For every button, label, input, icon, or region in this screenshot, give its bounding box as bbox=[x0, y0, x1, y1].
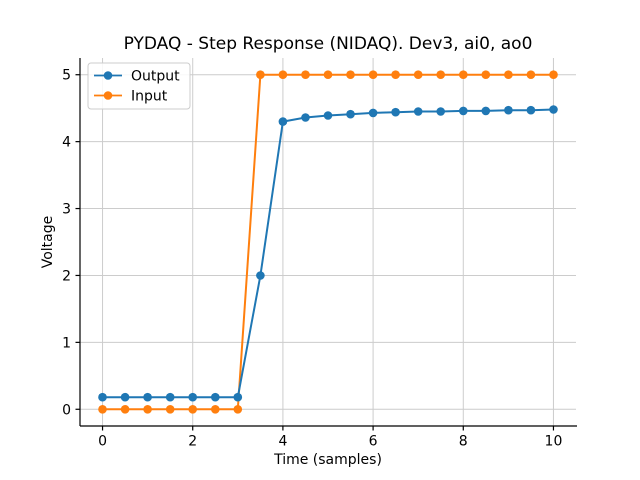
legend-entry-output: Output bbox=[94, 69, 180, 85]
data-point-output bbox=[481, 106, 491, 116]
data-point-input bbox=[459, 70, 468, 79]
data-point-input bbox=[413, 70, 423, 79]
data-point-input bbox=[436, 70, 446, 79]
data-point-output bbox=[120, 392, 130, 402]
legend-box bbox=[87, 62, 191, 110]
x-axis-label: Time (samples) bbox=[273, 452, 382, 468]
y-tick-label: 3 bbox=[62, 202, 71, 218]
y-tick-label: 1 bbox=[62, 335, 71, 351]
data-point-input bbox=[165, 405, 175, 414]
y-tick-label: 2 bbox=[62, 268, 71, 284]
data-point-output bbox=[188, 392, 197, 402]
data-point-input bbox=[256, 70, 265, 79]
data-point-output bbox=[143, 392, 152, 402]
data-point-input bbox=[481, 70, 491, 79]
data-point-output bbox=[346, 109, 355, 119]
data-point-output bbox=[436, 107, 446, 116]
data-point-input bbox=[368, 70, 378, 79]
data-point-output bbox=[301, 113, 310, 122]
data-point-input bbox=[346, 70, 355, 79]
data-point-input bbox=[278, 70, 288, 79]
data-point-input bbox=[120, 405, 130, 414]
x-tick-label: 10 bbox=[545, 434, 563, 450]
data-point-output bbox=[165, 392, 175, 402]
data-point-input bbox=[504, 70, 513, 79]
x-tick-label: 2 bbox=[188, 434, 197, 450]
data-point-output bbox=[211, 392, 220, 402]
data-point-input bbox=[98, 405, 107, 414]
x-tick-label: 4 bbox=[278, 434, 287, 450]
series-line-output bbox=[102, 108, 554, 399]
legend-input-marker-icon bbox=[103, 91, 113, 100]
data-point-input bbox=[233, 405, 243, 414]
data-point-output bbox=[368, 108, 378, 118]
data-point-input bbox=[143, 405, 152, 414]
data-point-output bbox=[504, 105, 513, 115]
data-point-input bbox=[549, 70, 558, 79]
series-input bbox=[98, 70, 558, 414]
data-point-input bbox=[301, 70, 310, 79]
x-tick-label: 6 bbox=[369, 434, 378, 450]
data-point-output bbox=[98, 392, 107, 402]
data-point-output bbox=[413, 107, 423, 116]
data-point-input bbox=[526, 70, 536, 79]
data-point-input bbox=[391, 70, 400, 79]
y-tick-label: 5 bbox=[62, 68, 71, 84]
chart-title: PYDAQ - Step Response (NIDAQ). Dev3, ai0… bbox=[124, 34, 533, 54]
legend-label-output: Output bbox=[131, 69, 180, 85]
data-point-output bbox=[526, 105, 536, 115]
y-tick-label: 4 bbox=[62, 135, 71, 151]
data-point-input bbox=[323, 70, 333, 79]
x-tick-label: 0 bbox=[98, 434, 107, 450]
data-point-output bbox=[323, 111, 333, 120]
y-axis-ticks: 0 1 2 3 4 5 bbox=[62, 68, 80, 418]
y-axis-label: Voltage bbox=[40, 216, 56, 269]
data-point-output bbox=[549, 105, 558, 114]
data-point-input bbox=[188, 405, 197, 414]
legend-output-marker-icon bbox=[103, 71, 113, 80]
data-point-output bbox=[256, 271, 265, 280]
x-axis-ticks: 0 2 4 6 8 10 bbox=[98, 426, 562, 450]
data-point-input bbox=[211, 405, 220, 414]
data-point-output bbox=[233, 392, 243, 402]
data-point-output bbox=[278, 117, 288, 126]
y-tick-label: 0 bbox=[62, 402, 71, 418]
data-point-output bbox=[391, 107, 400, 117]
data-point-output bbox=[459, 106, 468, 116]
series-line-input bbox=[102, 73, 554, 411]
legend-label-input: Input bbox=[131, 89, 168, 105]
x-tick-label: 8 bbox=[459, 434, 468, 450]
legend-entry-input: Input bbox=[94, 89, 168, 105]
series-output bbox=[98, 105, 558, 402]
legend: Output Input bbox=[87, 62, 191, 110]
